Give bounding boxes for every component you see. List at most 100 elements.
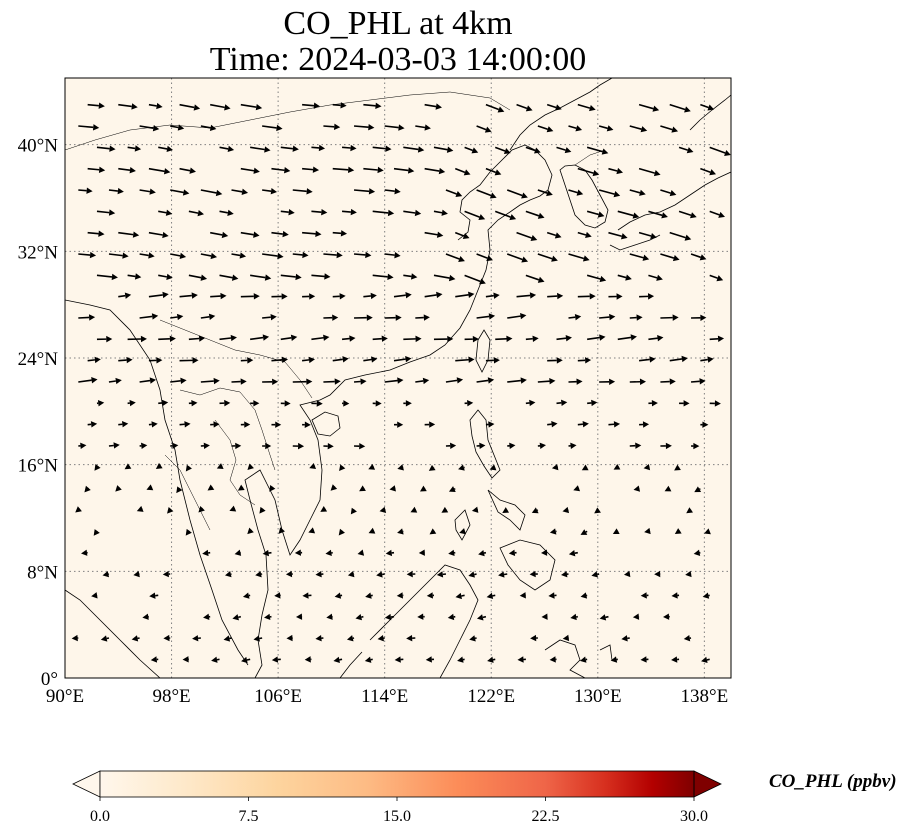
wind-vector-442 (346, 635, 355, 642)
wind-vector-244 (629, 378, 647, 385)
wind-vector-448 (621, 635, 630, 642)
wind-vector-171 (608, 293, 623, 300)
wind-vector-397 (623, 570, 631, 578)
wind-vector-317 (84, 485, 91, 493)
wind-vector-249 (158, 399, 169, 407)
wind-vector-335 (167, 506, 174, 514)
lon-tick-label-4: 122°E (467, 686, 515, 707)
wind-vector-452 (211, 656, 220, 663)
wind-vector-68 (108, 187, 124, 195)
wind-vector-367 (202, 549, 211, 557)
wind-vector-73 (262, 188, 278, 195)
wind-vector-444 (406, 634, 416, 642)
wind-vector-181 (415, 314, 430, 321)
wind-vector-380 (693, 549, 701, 556)
wind-vector-90 (311, 208, 328, 216)
wind-vector-208 (709, 335, 725, 342)
wind-vector-256 (372, 400, 382, 407)
wind-vector-172 (639, 293, 655, 300)
wind-vector-154 (709, 274, 724, 282)
wind-vector-157 (179, 292, 198, 299)
wind-vector-18 (139, 125, 160, 132)
wind-vector-243 (599, 378, 616, 385)
wind-vector-63 (577, 167, 600, 177)
wind-vector-315 (643, 463, 651, 471)
coastline-philippines (454, 409, 556, 591)
wind-vector-328 (448, 486, 456, 492)
wind-vector-9 (424, 103, 442, 110)
wind-vector-101 (678, 210, 697, 219)
wind-vector-373 (385, 549, 395, 557)
wind-vector-262 (648, 400, 658, 407)
wind-vector-293 (507, 442, 516, 449)
wind-vector-95 (464, 210, 486, 221)
wind-vector-17 (78, 124, 100, 131)
wind-vector-366 (81, 549, 88, 556)
wind-vector-464 (579, 656, 588, 663)
wind-vector-143 (250, 274, 272, 281)
wind-vector-178 (323, 314, 339, 321)
wind-vector-168 (516, 292, 537, 299)
wind-vector-371 (325, 549, 333, 557)
wind-vector-118 (669, 231, 692, 241)
wind-vector-324 (330, 484, 338, 491)
country-borders (65, 91, 606, 531)
wind-vector-120 (108, 252, 129, 259)
wind-vector-280 (700, 421, 709, 428)
wind-vector-191 (158, 335, 176, 342)
wind-vector-450 (150, 656, 159, 663)
wind-vector-410 (486, 592, 496, 600)
wind-vector-391 (436, 571, 447, 578)
wind-vector-14 (638, 103, 660, 112)
wind-vector-7 (332, 102, 347, 109)
wind-vector-325 (359, 485, 366, 492)
wind-vector-334 (136, 505, 144, 512)
wind-vector-82 (598, 189, 621, 198)
lon-tick-label-1: 98°E (152, 686, 190, 707)
wind-vector-273 (393, 421, 404, 428)
wind-vector-263 (679, 400, 690, 407)
wind-vector-284 (170, 442, 179, 449)
wind-vector-357 (397, 528, 404, 535)
wind-vector-287 (262, 442, 272, 450)
wind-vector-135 (629, 253, 650, 261)
wind-vector-28 (568, 125, 583, 132)
wind-vector-8 (363, 102, 382, 109)
map-panel (64, 77, 732, 679)
colorbar-tick-label-4: 30.0 (680, 808, 708, 825)
wind-vector-122 (170, 252, 187, 259)
wind-vector-310 (458, 464, 465, 471)
wind-vector-124 (231, 252, 247, 259)
wind-vector-159 (240, 293, 260, 300)
wind-vector-184 (568, 313, 582, 321)
lat-tick-label-1: 8°N (27, 562, 58, 583)
wind-vector-322 (237, 484, 245, 491)
wind-vector-91 (341, 208, 357, 216)
wind-vector-148 (433, 274, 456, 282)
wind-vector-201 (464, 335, 479, 343)
wind-vector-361 (580, 529, 588, 535)
wind-vector-153 (648, 274, 663, 281)
wind-vector-2 (148, 102, 163, 110)
wind-vector-331 (664, 485, 672, 492)
wind-vector-258 (464, 399, 474, 407)
wind-vector-85 (96, 209, 116, 216)
wind-vector-438 (223, 635, 232, 642)
wind-vector-226 (78, 377, 98, 384)
wind-vector-52 (148, 167, 171, 175)
wind-vector-81 (568, 189, 584, 196)
wind-vector-136 (660, 253, 680, 262)
lon-tick-label-2: 106°E (254, 686, 302, 707)
wind-vector-455 (304, 656, 312, 663)
wind-vector-113 (516, 231, 538, 242)
wind-vector-355 (338, 528, 345, 536)
wind-vector-210 (118, 356, 133, 364)
wind-vector-385 (255, 571, 263, 578)
wind-vector-150 (525, 274, 545, 283)
wind-vector-343 (441, 506, 449, 513)
wind-vector-416 (702, 592, 710, 599)
wind-vector-47 (586, 146, 609, 155)
lat-tick-label-5: 40°N (18, 136, 59, 157)
wind-vector-4 (210, 103, 231, 111)
wind-vector-170 (577, 293, 596, 300)
